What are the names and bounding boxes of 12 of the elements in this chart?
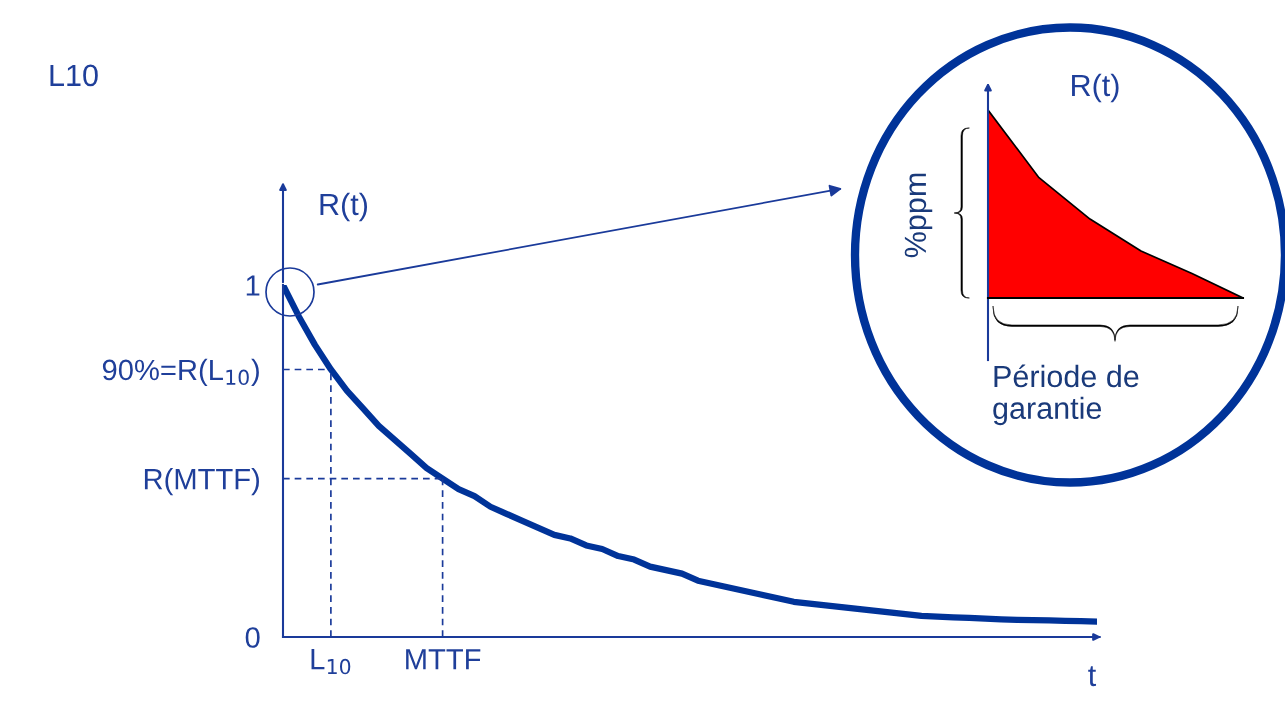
y-tick-label: 0 bbox=[245, 627, 260, 648]
x-tick-label: MTTF bbox=[406, 649, 481, 670]
x-tick-label: L$_{10}$ bbox=[311, 649, 351, 675]
x-axis-title: Période de garantie bbox=[993, 364, 1139, 426]
y-tick-label: 90%=R(L$_{10}$) bbox=[102, 358, 259, 387]
y-axis-title: %ppm bbox=[904, 173, 933, 258]
y-tick-label: 1 bbox=[246, 275, 260, 296]
y-axis-title: R(t) bbox=[320, 192, 368, 222]
chart-title: R(t) bbox=[1072, 73, 1119, 103]
chart-title: L10 bbox=[50, 64, 98, 87]
x-axis-title: t bbox=[1088, 666, 1097, 687]
y-tick-label: R(MTTF) bbox=[144, 468, 259, 496]
